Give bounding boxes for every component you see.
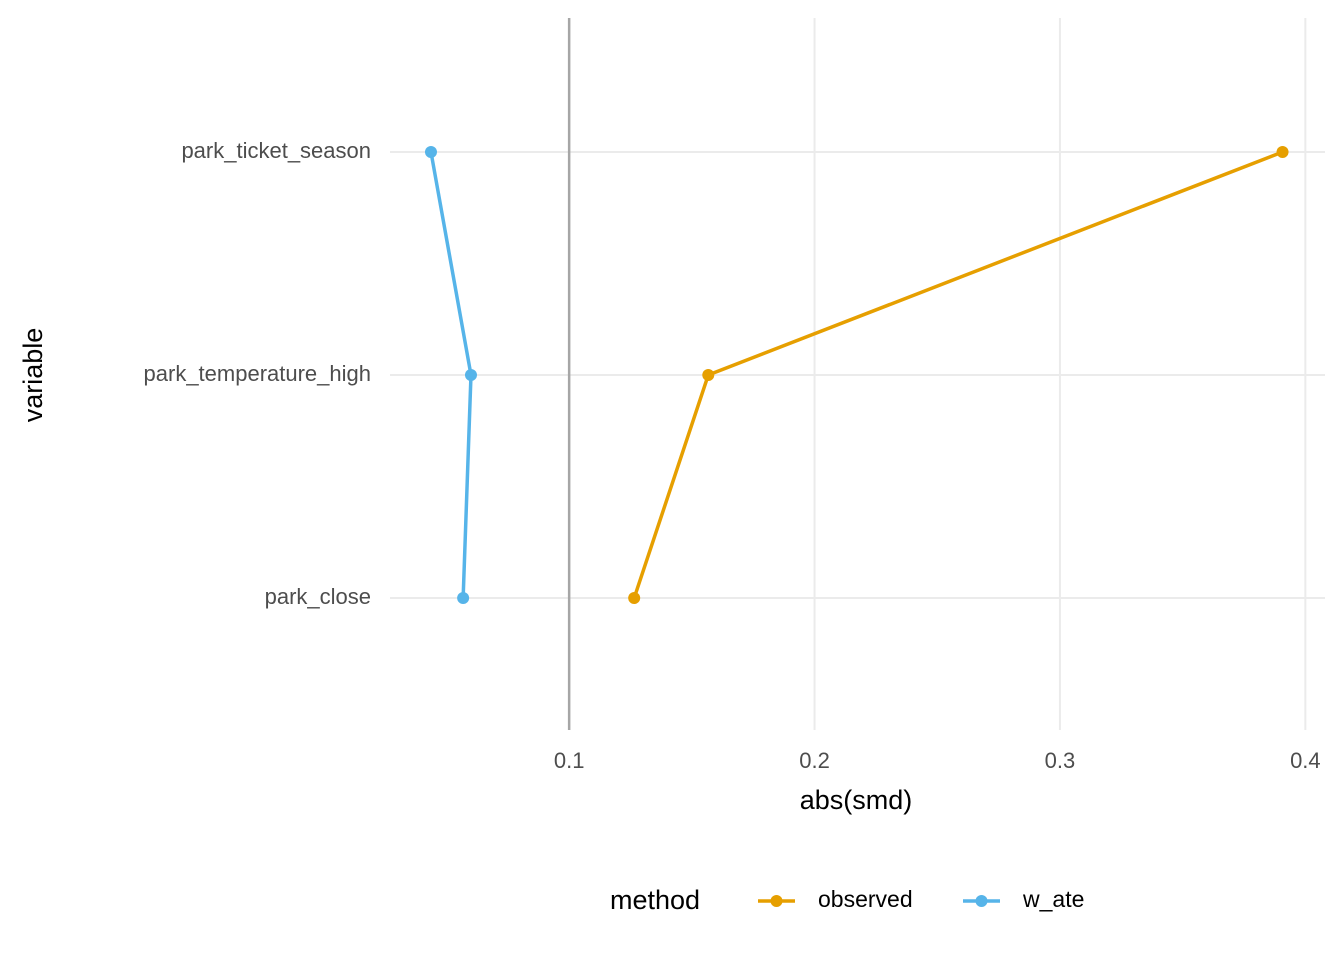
- x-tick-label: 0.4: [1290, 748, 1321, 773]
- legend-label: w_ate: [1022, 886, 1084, 912]
- x-axis-title: abs(smd): [800, 785, 913, 815]
- y-axis-title: variable: [18, 328, 48, 423]
- y-tick-label: park_ticket_season: [181, 138, 371, 163]
- legend-key-point: [975, 895, 988, 907]
- data-point: [1276, 146, 1289, 158]
- x-tick-label: 0.3: [1045, 748, 1076, 773]
- legend-key-point: [770, 895, 783, 907]
- data-point: [628, 592, 641, 604]
- y-tick-label: park_temperature_high: [144, 361, 371, 386]
- data-point: [464, 369, 477, 381]
- data-point: [457, 592, 470, 604]
- data-point: [702, 369, 715, 381]
- legend-label: observed: [818, 886, 913, 912]
- y-tick-label: park_close: [265, 584, 371, 609]
- data-point: [424, 146, 437, 158]
- legend-title: method: [610, 885, 700, 915]
- x-tick-label: 0.1: [554, 748, 585, 773]
- x-tick-label: 0.2: [799, 748, 830, 773]
